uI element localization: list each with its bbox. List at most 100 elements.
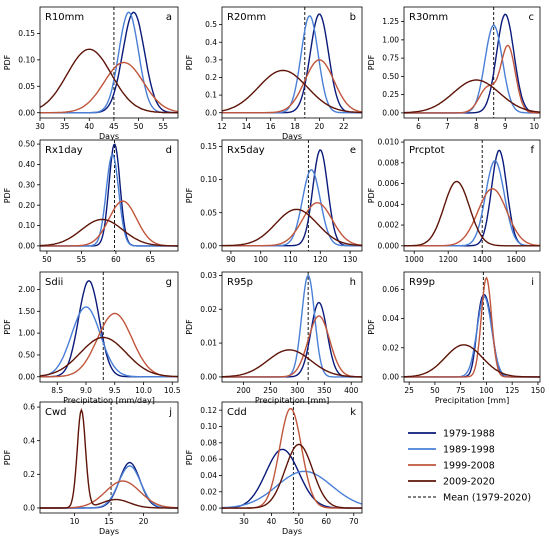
series-line-1999-2008 [222, 202, 363, 247]
y-tick-label: 2.00 [18, 285, 35, 294]
plot-frame [39, 401, 179, 514]
x-axis-label: Days [99, 132, 119, 141]
x-axis-label: Precipitation [mm] [255, 396, 329, 405]
x-tick-label: 40 [85, 122, 95, 131]
x-tick-label: 60 [111, 255, 121, 264]
x-tick-label: 9 [503, 122, 508, 131]
panel-title: Rx5day [227, 145, 265, 156]
series-line-2009-2020 [40, 218, 178, 247]
series-line-1989-1998 [404, 24, 540, 114]
x-tick-label: 8 [474, 122, 479, 131]
x-tick-label: 200 [236, 386, 251, 395]
x-tick-label: 1000 [405, 255, 424, 264]
y-tick-label: 0.20 [18, 201, 35, 210]
legend-label: 1989-1998 [443, 445, 495, 456]
x-tick-label: 50 [294, 517, 304, 526]
x-axis-label: Days [282, 527, 302, 536]
x-tick-label: 14 [242, 122, 252, 131]
y-axis-label: PDF [185, 449, 194, 465]
panel-title: Rx1day [45, 145, 83, 156]
y-tick-label: 1.00 [18, 329, 35, 338]
series-line-2009-2020 [222, 443, 362, 509]
y-tick-label: 1.00 [382, 35, 399, 44]
y-tick-label: 0.50 [18, 140, 35, 149]
series-line-1989-1998 [40, 153, 178, 247]
series-line-1999-2008 [40, 61, 179, 114]
series-line-1989-1998 [404, 160, 540, 247]
y-tick-label: 0.00 [200, 241, 217, 250]
y-tick-label: 0.4 [23, 436, 35, 445]
y-tick-label: 0.30 [18, 180, 35, 189]
series-line-1979-1988 [222, 448, 362, 509]
y-tick-label: 0.05 [18, 82, 35, 91]
series-line-1989-1998 [40, 11, 178, 114]
panel-letter: b [350, 12, 356, 23]
series-line-1999-2008 [404, 276, 540, 378]
plot-frame [403, 271, 541, 383]
panel-letter: i [531, 277, 534, 288]
y-tick-label: 0.75 [382, 54, 399, 63]
y-tick-label: 0.010 [378, 138, 400, 147]
series-line-1989-1998 [222, 15, 362, 114]
y-tick-label: 0.006 [378, 179, 400, 188]
legend-label: 1979-1988 [443, 429, 495, 440]
series-line-2009-2020 [404, 344, 540, 378]
series-line-1979-1988 [222, 13, 362, 114]
y-tick-label: 0.10 [200, 175, 217, 184]
x-tick-label: 125 [505, 386, 520, 395]
y-tick-label: 0.04 [382, 314, 399, 323]
y-tick-label: 0.01 [200, 339, 217, 348]
y-tick-label: 0.15 [18, 29, 35, 38]
y-tick-label: 0.12 [200, 406, 217, 415]
y-tick-label: 0.0 [23, 504, 35, 513]
series-line-1979-1988 [222, 149, 362, 247]
y-tick-label: 0.10 [18, 221, 35, 230]
panel-title: Prcptot [409, 145, 445, 156]
y-axis-label: PDF [185, 319, 194, 335]
panel-letter: h [350, 277, 356, 288]
x-tick-label: 10.0 [135, 386, 152, 395]
legend-label: 2009-2020 [443, 477, 495, 488]
y-tick-label: 0.08 [200, 438, 217, 447]
x-tick-label: 100 [254, 255, 269, 264]
panel-sdii: 8.5 9.0 9.5 10.0 10.5 0.00 0.50 1.00 1.50 2.00 Sdi… [3, 271, 181, 405]
y-axis-label: PDF [3, 54, 12, 70]
y-tick-label: 0.00 [18, 242, 35, 251]
plot-frame [403, 139, 541, 252]
x-tick-label: 350 [317, 386, 332, 395]
x-tick-label: 120 [313, 255, 328, 264]
x-tick-label: 90 [226, 255, 236, 264]
plot-frame [221, 139, 363, 252]
x-tick-label: 55 [77, 255, 87, 264]
y-axis-label: PDF [367, 319, 376, 335]
x-tick-label: 35 [60, 122, 70, 131]
x-tick-label: 1200 [439, 255, 458, 264]
series-line-1989-1998 [221, 470, 363, 509]
y-axis-label: PDF [185, 187, 194, 203]
panel-rx1day: 50 55 60 65 0.00 0.10 0.20 0.30 0.40 0.50 Rx1day d P… [3, 139, 179, 264]
series-line-1999-2008 [40, 312, 178, 378]
x-tick-label: 65 [146, 255, 156, 264]
y-tick-label: 0.00 [200, 504, 217, 513]
y-tick-label: 0.10 [200, 422, 217, 431]
x-tick-label: 10 [529, 122, 539, 131]
y-tick-label: 0.06 [382, 285, 399, 294]
legend-label: Mean (1979-2020) [443, 493, 531, 504]
x-tick-label: 1400 [473, 255, 492, 264]
x-tick-label: 50 [430, 386, 440, 395]
x-tick-label: 50 [42, 255, 52, 264]
x-tick-label: 30 [239, 517, 249, 526]
x-axis-label: Days [282, 132, 302, 141]
x-tick-label: 10.5 [164, 386, 181, 395]
y-tick-label: 0.008 [378, 158, 400, 167]
panel-letter: j [168, 407, 172, 418]
series-line-1989-1998 [39, 306, 178, 378]
x-tick-label: 250 [263, 386, 278, 395]
x-tick-label: 60 [322, 517, 332, 526]
x-tick-label: 25 [404, 386, 414, 395]
x-tick-label: 15 [104, 517, 114, 526]
y-axis-label: PDF [367, 54, 376, 70]
panel-r10mm: 30 35 40 45 50 55 0.00 0.05 0.10 0.15 R10mm a PDF Day… [3, 6, 179, 141]
y-tick-label: 0.40 [18, 160, 35, 169]
y-axis-label: PDF [3, 449, 12, 465]
